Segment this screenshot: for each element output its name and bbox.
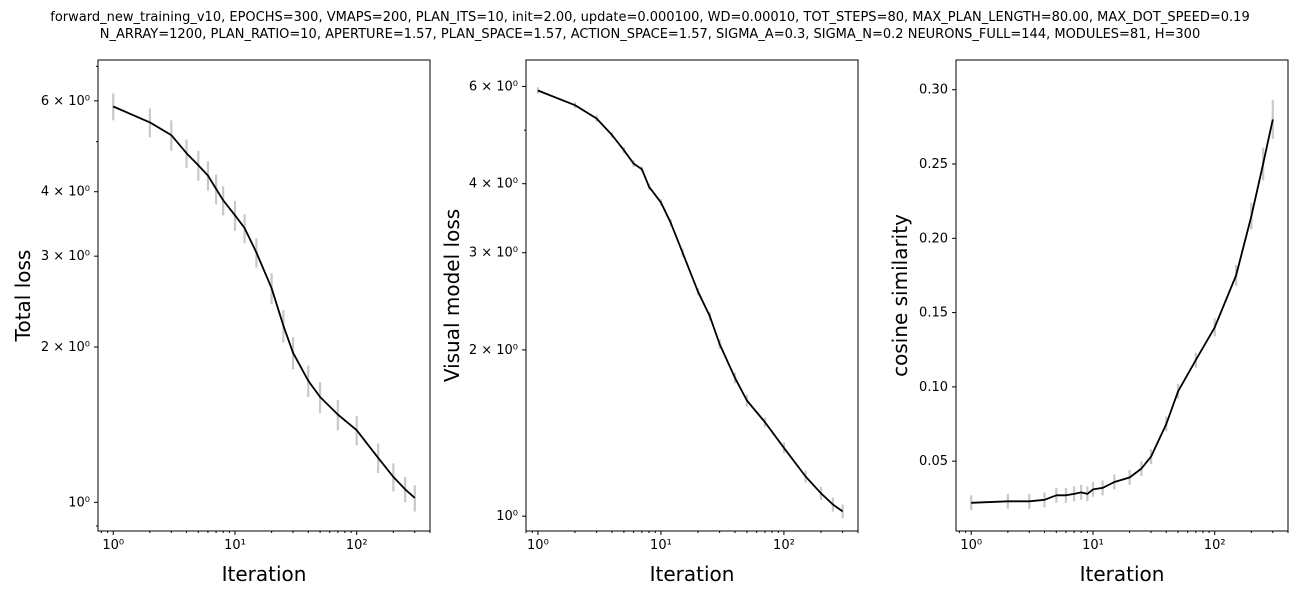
total-loss-series-line [112,105,416,499]
total-loss-x-tick-label: 10¹ [224,538,246,553]
visual-model-loss-y-axis-label: Visual model loss [440,209,464,382]
total-loss-x-axis-label: Iteration [222,562,307,586]
cosine-similarity-series-line [971,119,1274,504]
cosine-similarity-x-tick-label: 10² [1204,538,1226,553]
cosine-similarity-x-tick-label: 10⁰ [960,538,982,553]
cosine-similarity-axes-frame [955,59,1289,532]
cosine-similarity-y-tick-label: 0.30 [919,83,948,98]
visual-model-loss-y-tick-label: 2 × 10⁰ [469,343,518,358]
cosine-similarity-y-tick-label: 0.25 [919,157,948,172]
cosine-similarity-x-tick-label: 10¹ [1082,538,1104,553]
total-loss-y-tick-label: 3 × 10⁰ [41,249,90,264]
cosine-similarity-x-axis-label: Iteration [1080,562,1165,586]
figure-title-line-2: N_ARRAY=1200, PLAN_RATIO=10, APERTURE=1.… [99,27,1201,42]
visual-model-loss-series-line [537,89,844,513]
total-loss-y-tick-label: 10⁰ [68,495,90,510]
total-loss-y-tick-label: 2 × 10⁰ [41,340,90,355]
figure-title-line-1: forward_new_training_v10, EPOCHS=300, VM… [50,10,1250,25]
visual-model-loss-x-axis-label: Iteration [650,562,735,586]
visual-model-loss-x-tick-label: 10² [773,538,795,553]
visual-model-loss-panel: 10⁰ 10¹ 10² 10⁰ 2 × 10⁰ 3 × 10⁰ 4 × 10⁰ 6 × 10⁰… [440,59,859,586]
cosine-similarity-y-tick-label: 0.05 [919,454,948,469]
visual-model-loss-y-tick-label: 4 × 10⁰ [469,177,518,192]
total-loss-x-tick-label: 10² [346,538,368,553]
visual-model-loss-x-tick-label: 10⁰ [527,538,549,553]
cosine-similarity-y-tick-label: 0.15 [919,306,948,321]
total-loss-y-tick-label: 4 × 10⁰ [41,185,90,200]
visual-model-loss-x-tick-label: 10¹ [650,538,672,553]
total-loss-axes-frame [97,59,431,532]
cosine-similarity-y-axis-label: cosine similarity [888,214,912,377]
total-loss-panel: 10⁰ 10¹ 10² 10⁰ 2 × 10⁰ 3 × 10⁰ 4 × 10⁰ 6 × 10⁰… [11,59,431,586]
cosine-similarity-y-tick-label: 0.20 [919,231,948,246]
total-loss-x-tick-label: 10⁰ [102,538,124,553]
total-loss-y-axis-label: Total loss [11,250,35,343]
cosine-similarity-y-tick-label: 0.10 [919,380,948,395]
visual-model-loss-axes-frame [525,59,859,532]
visual-model-loss-y-tick-label: 10⁰ [496,509,518,524]
visual-model-loss-y-tick-label: 3 × 10⁰ [469,246,518,261]
cosine-similarity-panel: 10⁰ 10¹ 10² 0.05 0.10 0.15 0.20 0.25 0.30 Iterati… [888,59,1289,586]
total-loss-y-tick-label: 6 × 10⁰ [41,94,90,109]
visual-model-loss-y-tick-label: 6 × 10⁰ [469,79,518,94]
